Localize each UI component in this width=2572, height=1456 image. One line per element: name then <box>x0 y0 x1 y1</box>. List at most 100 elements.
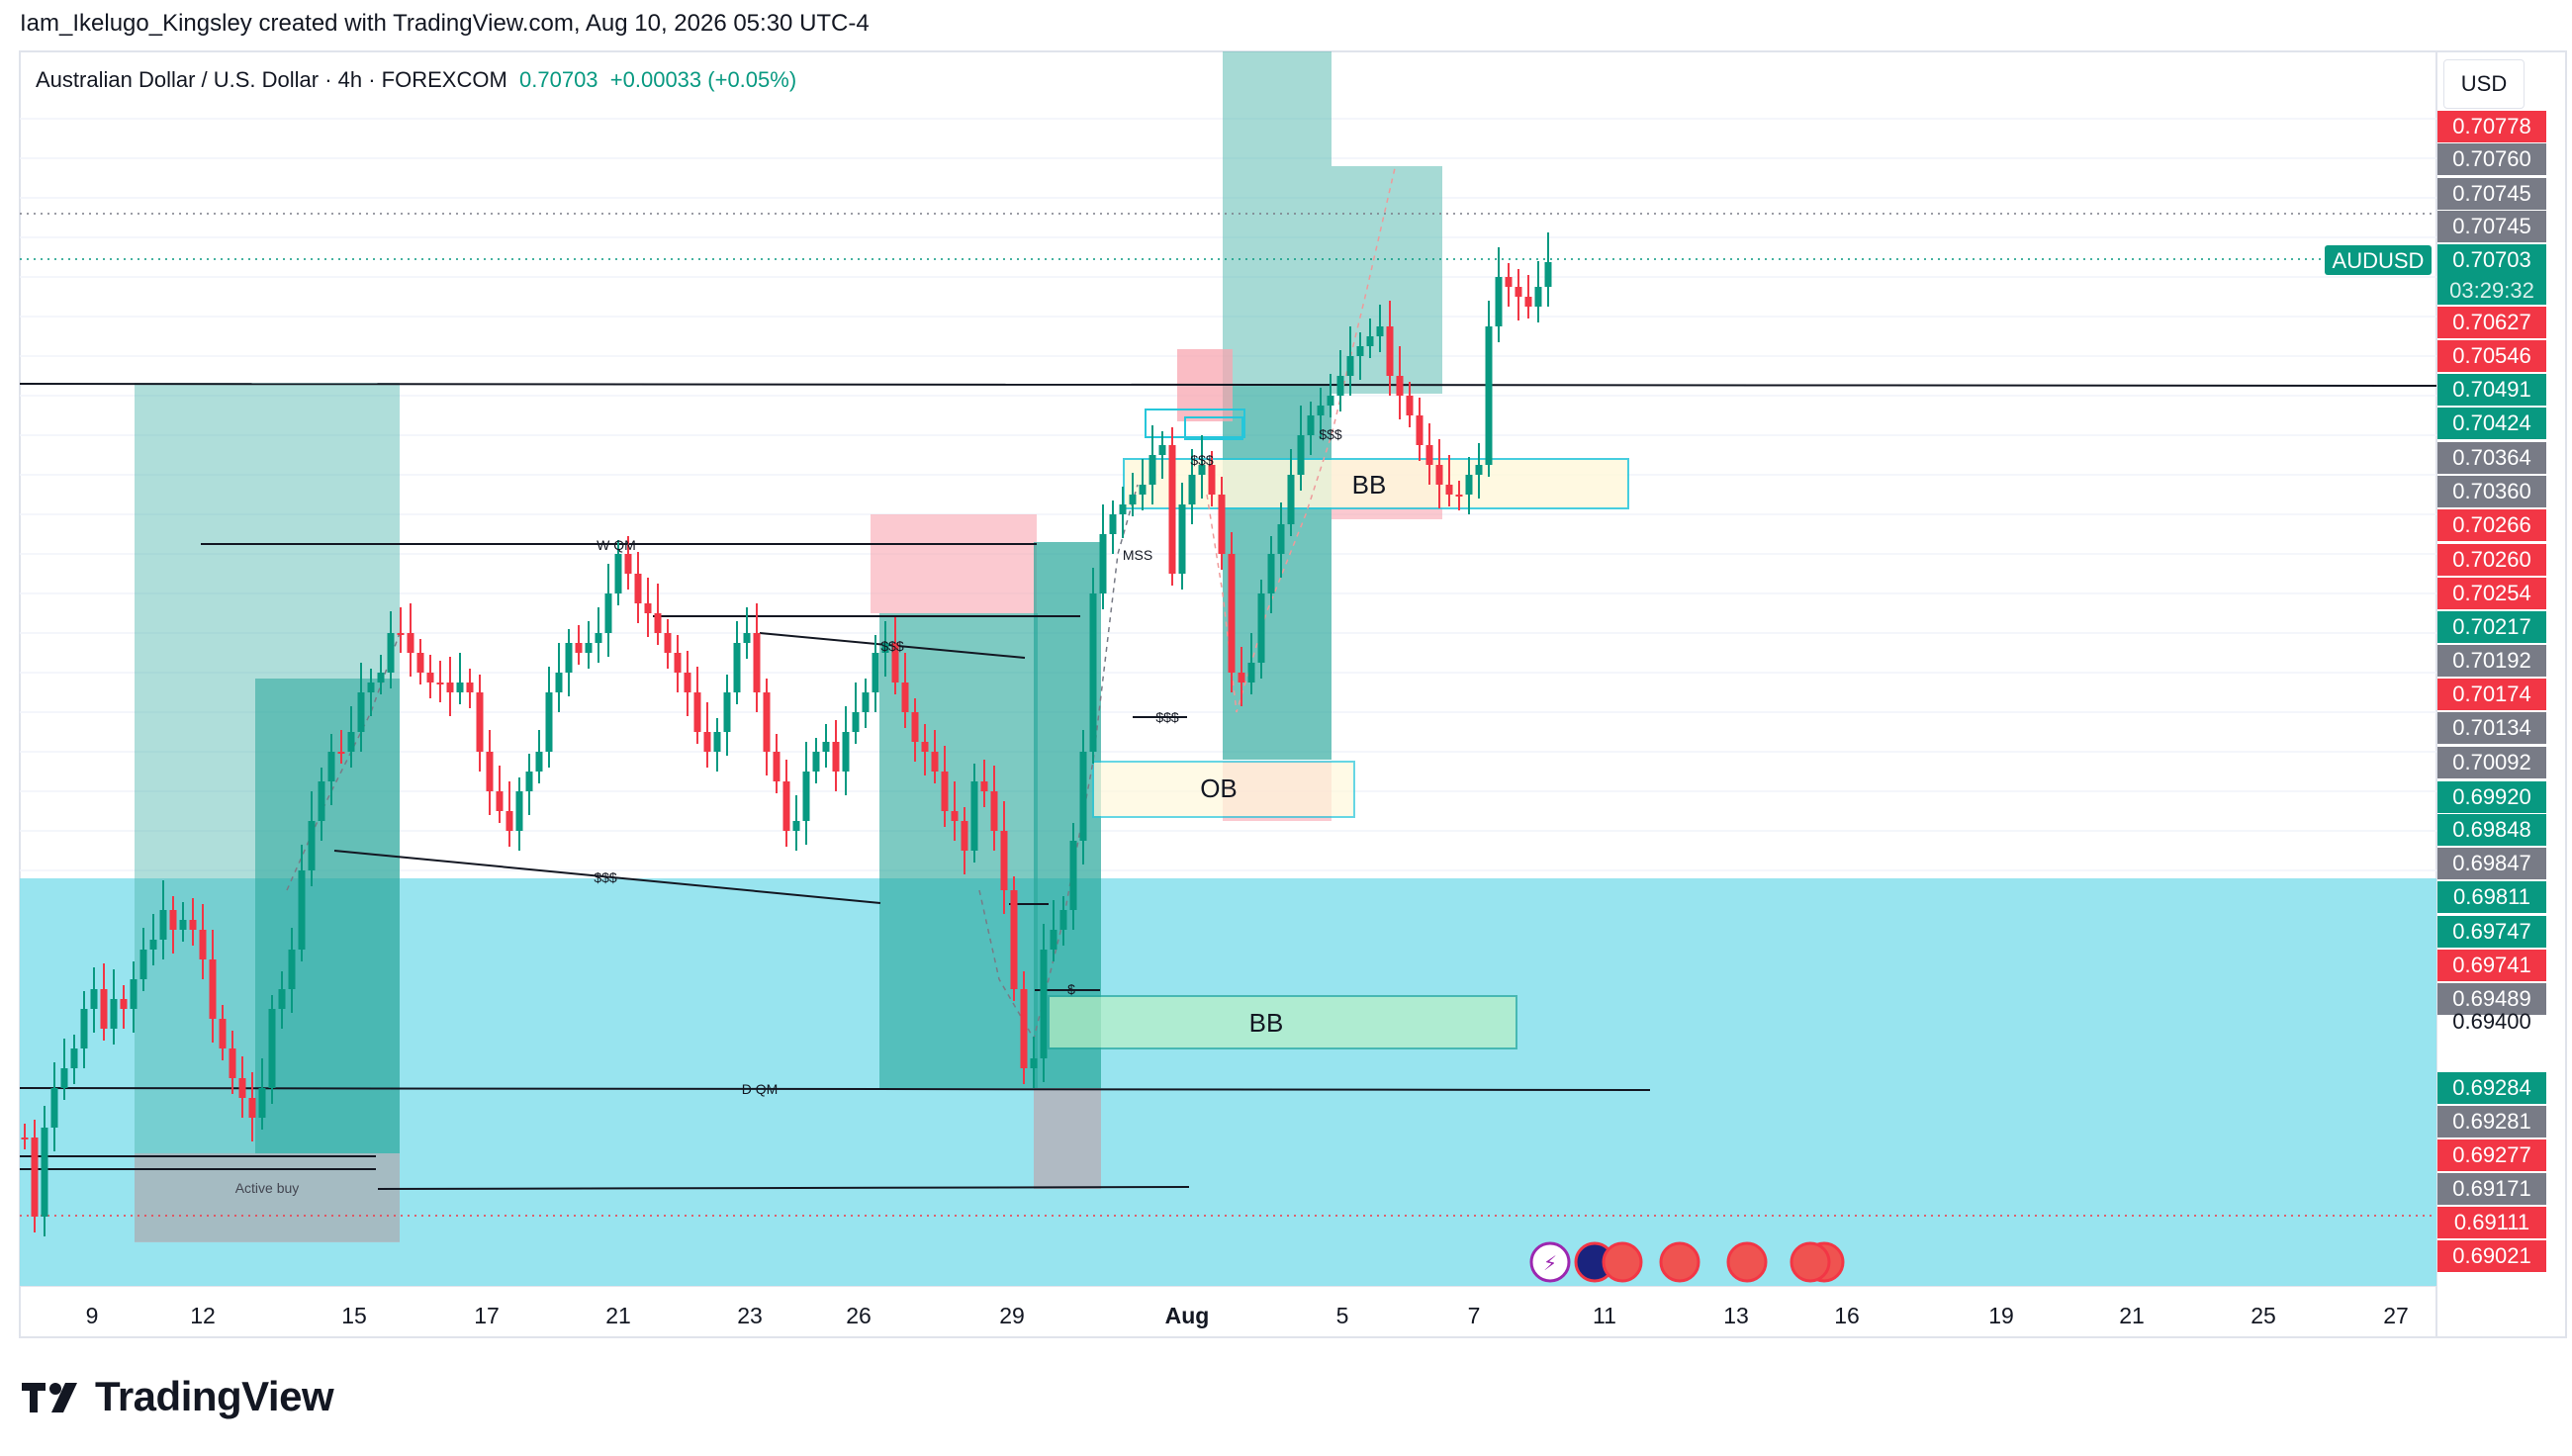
price-label-bg-30 <box>2437 1173 2546 1205</box>
price-label-7: 0.70491 <box>2452 377 2531 402</box>
candle-body-66 <box>674 653 682 673</box>
lightning-glyph-icon: ⚡ <box>1543 1253 1557 1275</box>
bb-box-lower <box>1048 995 1517 1049</box>
candle-body-97 <box>980 781 988 791</box>
price-label-bg-18 <box>2437 747 2546 778</box>
candle-body-126 <box>1267 554 1275 593</box>
price-label-6: 0.70546 <box>2452 343 2531 368</box>
candle-body-75 <box>763 692 771 752</box>
bb-label-upper: BB <box>1352 470 1387 500</box>
price-label-17: 0.70134 <box>2452 715 2531 740</box>
price-label-20: 0.69848 <box>2452 817 2531 842</box>
price-label-14: 0.70217 <box>2452 614 2531 639</box>
candle-body-85 <box>862 692 870 712</box>
level-line-5 <box>377 1186 1190 1190</box>
candle-body-116 <box>1168 445 1176 574</box>
us-flag-event-icon-1 <box>1602 1241 1643 1283</box>
candle-body-125 <box>1257 593 1265 663</box>
candle-body-128 <box>1287 475 1295 524</box>
candle-body-53 <box>545 692 553 752</box>
price-label-bg-4 <box>2437 244 2546 276</box>
sss-label-5: $$$ <box>1319 426 1342 442</box>
long-position-box-2 <box>255 679 400 1153</box>
price-label-bg-22 <box>2437 881 2546 913</box>
candle-body-28 <box>298 870 306 950</box>
candle-body-148 <box>1485 326 1493 465</box>
candle-body-56 <box>575 643 583 653</box>
candle-body-74 <box>753 633 761 692</box>
price-label-bg-19 <box>2437 781 2546 813</box>
symbol-legend[interactable]: Australian Dollar / U.S. Dollar · 4h · F… <box>36 67 796 93</box>
candle-body-59 <box>604 593 612 633</box>
candle-body-7 <box>90 989 98 1009</box>
candle-body-153 <box>1534 287 1542 307</box>
ob-label: OB <box>1200 774 1238 803</box>
candle-body-92 <box>931 752 939 772</box>
time-tick-15: 21 <box>2119 1303 2145 1328</box>
price-label-bg-5 <box>2437 307 2546 338</box>
structure-lines <box>19 383 2437 1190</box>
stop-box-2 <box>1034 1088 1101 1189</box>
price-label-bg-28 <box>2437 1106 2546 1138</box>
candle-body-113 <box>1139 485 1147 495</box>
price-label-2: 0.70745 <box>2452 181 2531 206</box>
candle-body-10 <box>120 999 128 1009</box>
price-label-bg-11 <box>2437 509 2546 541</box>
price-label-24: 0.69741 <box>2452 953 2531 977</box>
candle-body-49 <box>505 811 513 831</box>
bb-label-lower: BB <box>1249 1008 1284 1038</box>
time-axis: 9 12 15 17 21 23 26 29 Aug 5 7 11 13 16 19 21 25 27 <box>86 1303 2409 1328</box>
tradingview-logo-icon <box>22 1383 77 1412</box>
price-label-5: 0.70627 <box>2452 310 2531 334</box>
active-buy-label: Active buy <box>235 1180 300 1196</box>
candle-body-82 <box>832 742 840 772</box>
candle-body-145 <box>1455 495 1463 497</box>
candle-body-136 <box>1366 336 1374 346</box>
candle-body-131 <box>1317 406 1325 415</box>
tradingview-logo[interactable]: TradingView <box>22 1373 334 1420</box>
candle-body-42 <box>436 682 444 684</box>
s-label: $ <box>1067 981 1075 997</box>
candle-body-5 <box>70 1048 78 1068</box>
price-label-bg-13 <box>2437 578 2546 609</box>
candle-body-22 <box>238 1078 246 1098</box>
candle-body-98 <box>990 791 998 831</box>
candle-body-123 <box>1238 673 1245 682</box>
dqm-line <box>19 1087 1651 1091</box>
candle-body-69 <box>703 732 711 752</box>
candle-body-80 <box>812 752 820 772</box>
candle-body-51 <box>525 772 533 791</box>
time-tick-5: 23 <box>737 1303 763 1328</box>
candle-body-73 <box>743 633 751 643</box>
candle-body-38 <box>397 633 405 635</box>
currency-selector-button[interactable]: USD <box>2443 59 2525 109</box>
price-label-32: 0.69021 <box>2452 1243 2531 1268</box>
candle-body-83 <box>842 732 850 772</box>
candle-body-36 <box>377 673 385 682</box>
candle-body-107 <box>1079 752 1087 841</box>
candle-body-90 <box>911 712 919 742</box>
sss-label-1: $$$ <box>594 869 617 885</box>
candle-body-146 <box>1465 475 1473 495</box>
candle-body-44 <box>456 682 464 692</box>
candle-body-35 <box>367 682 375 692</box>
price-label-bg-17 <box>2437 712 2546 744</box>
price-label-bg-2 <box>2437 178 2546 210</box>
price-label-8: 0.70424 <box>2452 410 2531 435</box>
candle-body-133 <box>1336 376 1344 396</box>
candle-body-119 <box>1198 465 1206 475</box>
time-tick-0: 9 <box>86 1303 99 1328</box>
chart-attribution: Iam_Ikelugo_Kingsley created with Tradin… <box>20 10 870 37</box>
price-label-bg-25 <box>2437 983 2546 1015</box>
candle-body-39 <box>407 633 414 653</box>
dqm-label: D QM <box>742 1081 779 1097</box>
candle-body-70 <box>713 732 721 752</box>
small-fvg-box-2 <box>1184 416 1243 440</box>
candle-body-77 <box>782 781 790 831</box>
supply-box-1 <box>871 514 1037 613</box>
candle-body-14 <box>159 910 167 940</box>
time-tick-12: 13 <box>1723 1303 1749 1328</box>
candle-body-64 <box>654 613 662 633</box>
currency-label: USD <box>2460 71 2508 96</box>
